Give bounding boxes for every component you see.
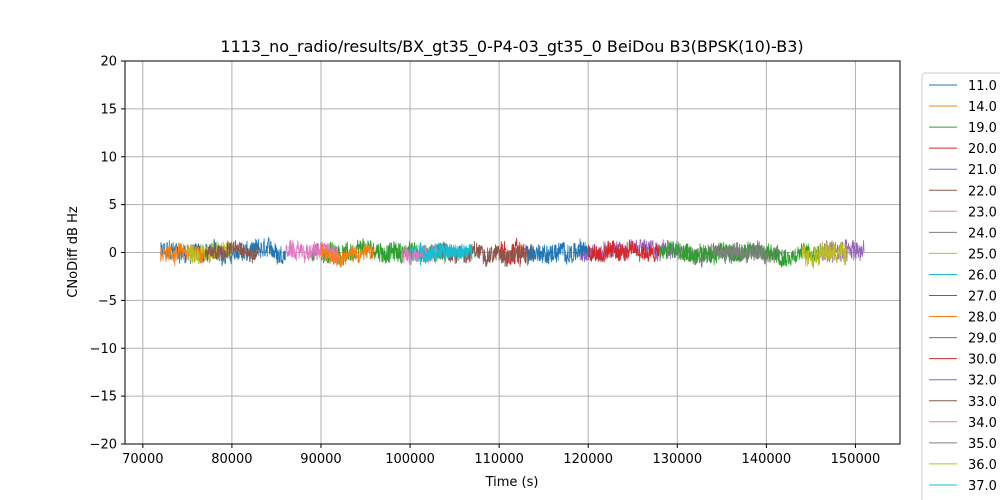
- x-tick-label: 140000: [742, 452, 792, 467]
- series-line-35.0: [712, 242, 767, 265]
- legend-label: 24.0: [968, 226, 997, 241]
- legend-label: 29.0: [968, 332, 997, 347]
- x-tick-label: 90000: [300, 452, 341, 467]
- x-tick-label: 110000: [474, 452, 524, 467]
- y-tick-label: 5: [109, 198, 117, 213]
- series-line-37.0: [418, 242, 473, 264]
- y-tick-label: 15: [100, 102, 117, 117]
- legend-label: 23.0: [968, 205, 997, 220]
- legend-label: 19.0: [968, 121, 997, 136]
- x-tick-label: 100000: [385, 452, 435, 467]
- legend-label: 28.0: [968, 311, 997, 326]
- x-tick-label: 80000: [211, 452, 252, 467]
- x-tick-label: 150000: [831, 452, 881, 467]
- x-tick-label: 120000: [563, 452, 613, 467]
- y-tick-label: 0: [109, 246, 117, 261]
- y-tick-label: −20: [90, 438, 117, 453]
- legend-box: [921, 72, 1000, 500]
- series-line-11.0: [160, 237, 286, 267]
- y-tick-label: 10: [100, 150, 117, 165]
- legend-label: 37.0: [968, 479, 997, 494]
- series-line-28.0: [320, 243, 375, 268]
- y-axis: −20 −15 −10 −5 0 5 10 15 20: [90, 55, 125, 453]
- series-line-27.0: [525, 238, 589, 266]
- legend-label: 25.0: [968, 247, 997, 262]
- legend-label: 34.0: [968, 416, 997, 431]
- legend-label: 14.0: [968, 100, 997, 115]
- x-tick-label: 130000: [652, 452, 702, 467]
- legend-label: 32.0: [968, 374, 997, 389]
- legend-label: 26.0: [968, 268, 997, 283]
- series-line-30.0: [587, 239, 660, 263]
- x-axis: 70000 80000 90000 100000 110000 120000 130000 1…: [122, 444, 880, 467]
- y-tick-label: 20: [100, 55, 117, 70]
- legend-label: 22.0: [968, 184, 997, 199]
- x-tick-label: 70000: [122, 452, 163, 467]
- chart-title: 1113_no_radio/results/BX_gt35_0-P4-03_gt…: [220, 37, 803, 57]
- y-axis-label: CNoDiff dB Hz: [66, 206, 81, 298]
- legend: 11.0 14.0 19.0 20.0 21.0 22.0 23.0 24.0 25.0 26.0…: [921, 72, 1000, 500]
- series-layer: [160, 237, 865, 269]
- series-line-36.0: [801, 241, 847, 269]
- legend-label: 33.0: [968, 395, 997, 410]
- legend-label: 30.0: [968, 353, 997, 368]
- legend-label: 11.0: [968, 79, 997, 94]
- y-tick-label: −10: [90, 342, 117, 357]
- legend-label: 21.0: [968, 163, 997, 178]
- legend-label: 27.0: [968, 290, 997, 305]
- series-line-33.0: [204, 240, 259, 264]
- y-tick-label: −5: [98, 294, 117, 309]
- legend-label: 36.0: [968, 458, 997, 473]
- legend-label: 20.0: [968, 142, 997, 157]
- y-tick-label: −15: [90, 390, 117, 405]
- legend-label: 35.0: [968, 437, 997, 452]
- x-axis-label: Time (s): [485, 475, 539, 490]
- series-line-23.0: [284, 239, 340, 264]
